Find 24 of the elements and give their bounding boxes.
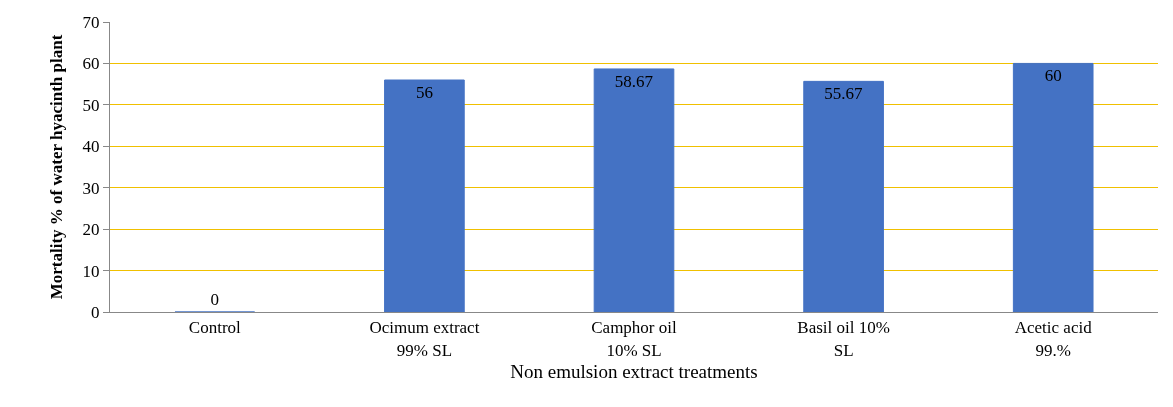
data-label: 56 [415,83,433,102]
y-tick-label: 60 [82,54,100,74]
y-axis-title: Mortality % of water hyacinth plant [47,34,67,300]
bar [1012,62,1094,312]
y-tick-label: 40 [82,137,100,157]
x-tick-label: Basil oil 10% SL [797,318,890,360]
x-tick-label: Control [188,318,242,338]
data-label: 60 [1044,66,1062,86]
data-label: 0 [210,290,220,309]
y-tick-label: 10 [82,261,100,281]
data-label: 55.67 [824,84,863,104]
bar [803,80,884,312]
y-tick-label: 20 [82,220,100,240]
y-tick-label: 70 [82,12,100,32]
y-tick-label: 0 [91,302,100,322]
x-tick-label: Ocimum extract 99% SL [369,318,480,360]
x-axis-title: Non emulsion extract treatments [510,361,758,383]
x-tick-label: Camphor oil 10% SL [591,318,678,360]
data-label: 58.67 [614,71,654,91]
x-tick-label: Acetic acid 99.% [1014,318,1093,360]
y-tick-label: 30 [82,178,100,198]
bar [593,68,675,312]
y-tick-label: 50 [82,95,100,115]
bar [384,79,465,312]
